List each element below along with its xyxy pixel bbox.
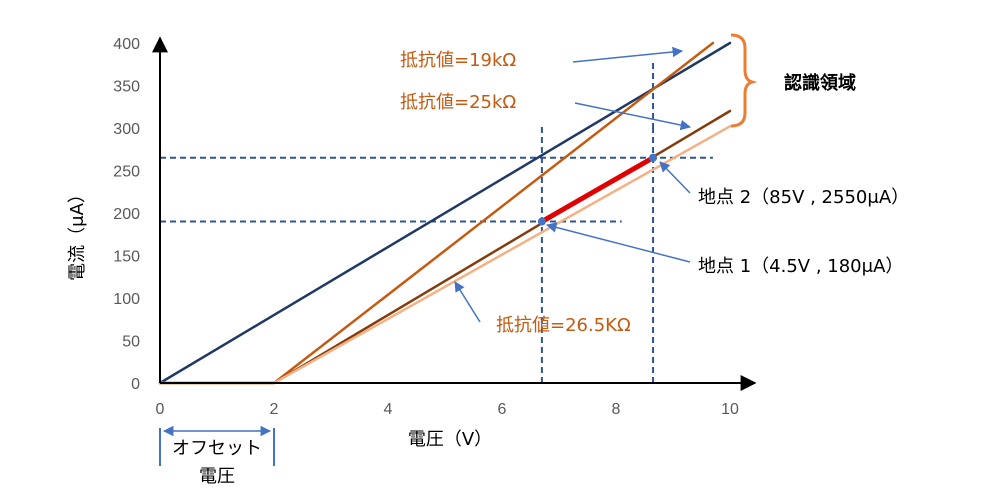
reference-point-marker <box>649 153 658 162</box>
y-tick-label: 150 <box>113 249 140 266</box>
x-axis-label: 電圧（V） <box>408 429 492 450</box>
annotation-offset-line2: 電圧 <box>199 466 235 487</box>
y-tick-labels: 0 50 100 150 200 250 300 350 400 <box>113 36 140 393</box>
y-tick-label: 100 <box>113 291 140 308</box>
y-axis-label: 電流（μA） <box>67 185 88 281</box>
annotation-r25-arrow <box>574 102 692 131</box>
x-tick-label: 10 <box>721 401 739 418</box>
annotation-r265-arrow <box>454 281 481 323</box>
y-tick-label: 250 <box>113 164 140 181</box>
y-tick-label: 300 <box>113 121 140 138</box>
annotation-region: 認識領域 <box>784 72 856 94</box>
reference-points <box>537 153 658 226</box>
annotation-point2: 地点 2（85V , 2550μA） <box>698 187 909 208</box>
annotation-point2-arrow <box>659 161 691 194</box>
y-tick-label: 0 <box>131 376 140 393</box>
annotation-r19-arrow <box>572 46 684 63</box>
annotation-point1-arrow <box>545 222 691 263</box>
region-bracket <box>730 33 758 128</box>
x-tick-label: 8 <box>612 401 621 418</box>
y-tick-label: 50 <box>122 334 140 351</box>
x-tick-labels: 0 2 4 6 8 10 <box>156 401 739 418</box>
annotation-point1: 地点 1（4.5V , 180μA） <box>698 256 903 277</box>
annotation-r25: 抵抗値=25kΩ <box>400 92 516 113</box>
annotation-r265: 抵抗値=26.5KΩ <box>496 315 631 336</box>
series-line-red <box>539 155 656 224</box>
annotation-offset-line1: オフセット <box>172 438 262 459</box>
y-tick-label: 350 <box>113 79 140 96</box>
x-tick-label: 4 <box>384 401 393 418</box>
series-line-brown <box>158 109 732 385</box>
reference-point-marker <box>537 217 546 226</box>
y-tick-label: 200 <box>113 206 140 223</box>
x-tick-label: 2 <box>270 401 279 418</box>
annotation-r19: 抵抗値=19kΩ <box>400 50 516 71</box>
x-tick-label: 6 <box>498 401 507 418</box>
series-line-navy <box>158 41 732 385</box>
y-tick-label: 400 <box>113 36 140 53</box>
x-tick-label: 0 <box>156 401 165 418</box>
